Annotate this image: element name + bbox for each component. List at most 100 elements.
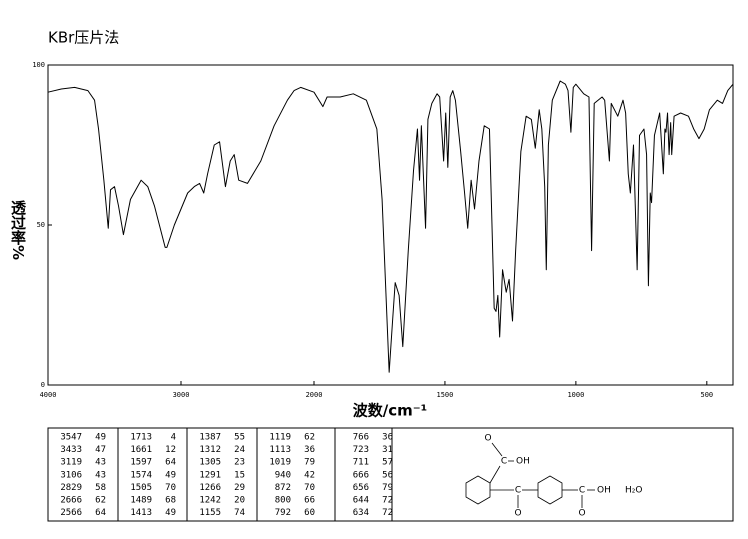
peak-transmittance: 62: [95, 496, 106, 506]
y-tick-label: 0: [41, 381, 45, 389]
peak-wavenumber: 1597: [130, 458, 152, 468]
bond: [489, 465, 501, 484]
peak-wavenumber: 1574: [130, 470, 152, 480]
peak-transmittance: 72: [382, 496, 393, 506]
peak-wavenumber: 1661: [130, 445, 152, 455]
peak-transmittance: 74: [234, 508, 245, 518]
peak-wavenumber: 2666: [60, 496, 82, 506]
atom-label: C: [515, 486, 521, 496]
peak-transmittance: 68: [165, 496, 176, 506]
peak-wavenumber: 1291: [199, 470, 221, 480]
peak-wavenumber: 1242: [199, 496, 221, 506]
x-tick-label: 500: [700, 391, 713, 399]
peak-transmittance: 62: [304, 433, 315, 443]
x-tick-label: 2000: [306, 391, 323, 399]
peak-transmittance: 79: [304, 458, 315, 468]
peak-transmittance: 4: [171, 433, 176, 443]
peak-wavenumber: 800: [275, 496, 291, 506]
peak-wavenumber: 1019: [269, 458, 291, 468]
peak-transmittance: 43: [95, 458, 106, 468]
spectrum-line: [47, 80, 734, 373]
peak-transmittance: 64: [165, 458, 176, 468]
benzene-ring: [465, 475, 491, 505]
y-axis-label: 透过率%: [9, 200, 27, 260]
bond: [491, 442, 503, 457]
peak-transmittance: 12: [165, 445, 176, 455]
peak-transmittance: 49: [95, 433, 106, 443]
y-tick-label: 100: [32, 61, 45, 69]
atom-label: C: [579, 486, 585, 496]
atom-label: O: [578, 509, 585, 519]
peak-wavenumber: 3119: [60, 458, 82, 468]
x-tick-label: 3000: [173, 391, 190, 399]
peak-transmittance: 64: [95, 508, 106, 518]
table-dividers: [117, 428, 393, 521]
peak-transmittance: 24: [234, 445, 245, 455]
peak-wavenumber: 1155: [199, 508, 221, 518]
peak-transmittance: 56: [382, 470, 393, 480]
peak-wavenumber: 1387: [199, 433, 221, 443]
peak-wavenumber: 1713: [130, 433, 152, 443]
peak-transmittance: 36: [382, 433, 393, 443]
peak-transmittance: 29: [234, 483, 245, 493]
peak-wavenumber: 1113: [269, 445, 291, 455]
peak-wavenumber: 634: [353, 508, 369, 518]
atom-label: H₂O: [625, 486, 642, 496]
peak-transmittance: 72: [382, 508, 393, 518]
peak-wavenumber: 3433: [60, 445, 82, 455]
peak-transmittance: 66: [304, 496, 315, 506]
peak-wavenumber: 1413: [130, 508, 152, 518]
peak-transmittance: 43: [95, 470, 106, 480]
atom-label: OH: [597, 486, 611, 496]
atom-label: C: [501, 457, 507, 467]
peak-wavenumber: 1312: [199, 445, 221, 455]
peak-transmittance: 49: [165, 470, 176, 480]
peak-wavenumber: 1119: [269, 433, 291, 443]
x-tick-label: 1000: [567, 391, 584, 399]
table-frame: [47, 427, 734, 522]
peak-wavenumber: 1305: [199, 458, 221, 468]
structure: [465, 442, 595, 508]
chart-title: KBr压片法: [48, 29, 119, 47]
y-tick-label: 50: [37, 221, 45, 229]
x-tick-label: 1500: [437, 391, 454, 399]
peak-wavenumber: 940: [275, 470, 291, 480]
peak-wavenumber: 711: [353, 458, 369, 468]
peak-transmittance: 70: [304, 483, 315, 493]
peak-transmittance: 23: [234, 458, 245, 468]
peak-transmittance: 70: [165, 483, 176, 493]
atom-label: O: [484, 434, 491, 444]
plot-frame: [47, 64, 734, 386]
peak-transmittance: 47: [95, 445, 106, 455]
peak-wavenumber: 666: [353, 470, 369, 480]
peak-wavenumber: 1266: [199, 483, 221, 493]
peak-transmittance: 42: [304, 470, 315, 480]
peak-wavenumber: 644: [353, 496, 369, 506]
peak-transmittance: 36: [304, 445, 315, 455]
peak-transmittance: 20: [234, 496, 245, 506]
peak-wavenumber: 1489: [130, 496, 152, 506]
peak-wavenumber: 3106: [60, 470, 82, 480]
peak-transmittance: 49: [165, 508, 176, 518]
peak-wavenumber: 656: [353, 483, 369, 493]
x-tick-label: 4000: [40, 391, 57, 399]
peak-transmittance: 60: [304, 508, 315, 518]
x-axis-label: 波数/cm⁻¹: [353, 402, 428, 420]
peak-transmittance: 15: [234, 470, 245, 480]
peak-wavenumber: 2566: [60, 508, 82, 518]
peak-wavenumber: 766: [353, 433, 369, 443]
peak-wavenumber: 2829: [60, 483, 82, 493]
peak-transmittance: 58: [95, 483, 106, 493]
peak-wavenumber: 723: [353, 445, 369, 455]
peak-transmittance: 31: [382, 445, 393, 455]
peak-wavenumber: 792: [275, 508, 291, 518]
peak-transmittance: 55: [234, 433, 245, 443]
peak-wavenumber: 3547: [60, 433, 82, 443]
benzene-ring: [537, 475, 563, 505]
peak-transmittance: 79: [382, 483, 393, 493]
atom-label: OH: [516, 457, 530, 467]
peak-wavenumber: 872: [275, 483, 291, 493]
atom-label: O: [514, 509, 521, 519]
